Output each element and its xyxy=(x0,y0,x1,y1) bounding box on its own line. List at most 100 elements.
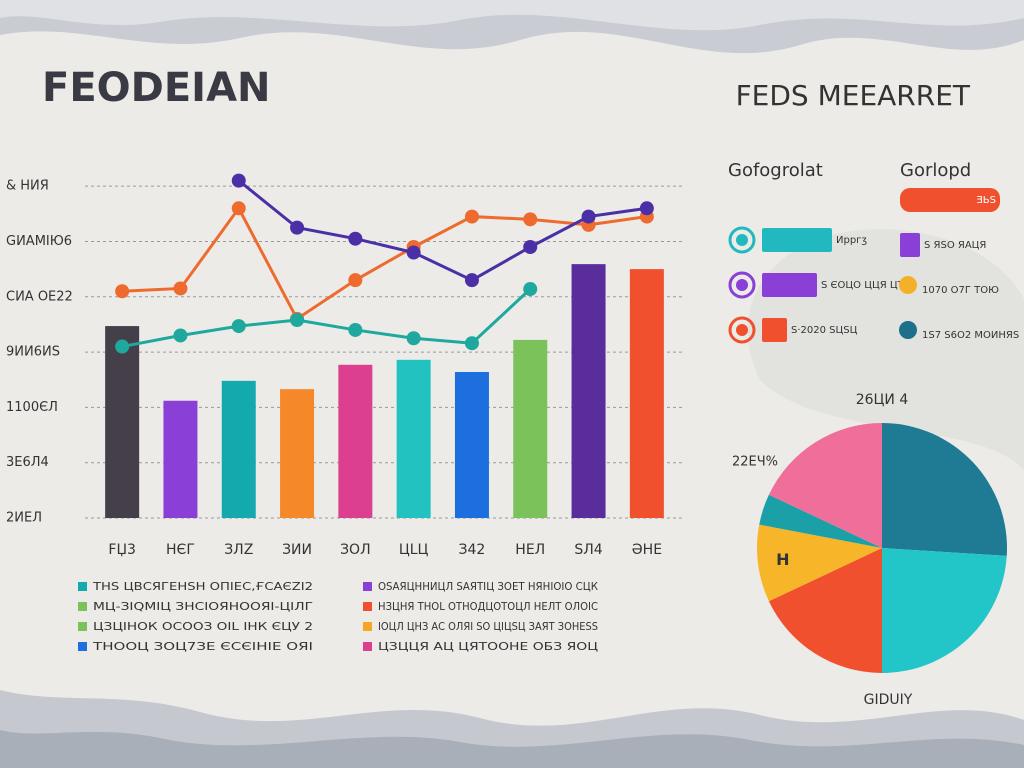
legend-swatch xyxy=(363,622,372,631)
legend-swatch xyxy=(78,602,87,611)
bar xyxy=(338,364,373,518)
line-point xyxy=(581,209,596,224)
item-label: ƎЬЅ xyxy=(976,195,996,206)
x-tick-label: ЅЛ4 xyxy=(574,542,602,558)
pie-slice xyxy=(759,494,882,548)
bar xyxy=(629,269,664,518)
item-bar xyxy=(900,233,920,257)
group-title: Gofogrolat xyxy=(728,160,823,181)
x-tick-label: HЄГ xyxy=(166,542,195,558)
legend-label: ЦЗЦІНОК ОСООЗ ОІL ІНК ЄЦУ 2 xyxy=(93,620,313,633)
item-label: 1070 О7Г ТОЮ xyxy=(922,285,999,296)
line xyxy=(121,287,532,349)
legend-swatch xyxy=(363,602,372,611)
slice-label: H xyxy=(776,550,789,569)
legend-swatch xyxy=(78,622,87,631)
bar xyxy=(105,326,140,518)
line-point xyxy=(464,209,479,224)
legend-label: ОЅАЯЦННИЦЛ ЅАЯТІЦ ЗОЕТ НЯНІОІО СЦК xyxy=(378,580,598,593)
bar xyxy=(571,264,606,518)
wave-bottom-dark xyxy=(0,730,1024,768)
pie-slice xyxy=(768,548,882,674)
line-point xyxy=(231,173,246,188)
pie-annotation: 22ЕЧ% xyxy=(732,455,778,470)
x-tick-label: ЗЛZ xyxy=(224,542,253,558)
line-point xyxy=(348,273,363,288)
pie-slice xyxy=(756,524,882,602)
item-icon-dot xyxy=(736,279,748,291)
bar xyxy=(280,389,315,518)
line-point xyxy=(231,319,246,334)
line-point xyxy=(639,201,654,216)
group-title: Gorlopd xyxy=(900,160,971,181)
y-tick-label: 2ИЕЛ xyxy=(6,511,42,526)
y-tick-label: 1100ЄЛ xyxy=(6,400,58,415)
pie-slice xyxy=(882,548,1007,674)
line-point xyxy=(290,220,305,235)
item-icon xyxy=(728,271,756,299)
item-label: 1Ѕ7 Ѕ6О2 МОИНЯЅ xyxy=(922,330,1019,341)
x-tick-label: ЦLЦ xyxy=(399,542,429,558)
y-tick-label: & HИЯ xyxy=(6,179,49,194)
item-bar xyxy=(762,318,787,342)
line-point xyxy=(173,328,188,343)
line-point xyxy=(173,281,188,296)
line-point xyxy=(523,239,538,254)
line-point xyxy=(523,282,538,297)
legend-label: НЗЦНЯ ТНОL ОТНОДЦОТОЦЛ НЕЛТ ОЛОІС xyxy=(378,600,598,613)
line xyxy=(237,179,648,282)
y-tick-label: CИA ОЕ22 xyxy=(6,289,73,304)
legend-swatch xyxy=(78,642,87,651)
x-tick-label: З42 xyxy=(459,542,486,558)
item-label: Ѕ·2020 ЅЦЅЦ xyxy=(791,325,858,336)
line xyxy=(122,205,648,322)
line-point xyxy=(406,331,421,346)
legend-label: МЦ-ЗІQМІЦ ЗНСІОЯНООЯІ-ЦІЛГ xyxy=(93,600,313,613)
item-bar xyxy=(900,188,1000,212)
chart-title: FEODEIAN xyxy=(42,65,271,111)
item-icon-dot xyxy=(736,234,748,246)
bar xyxy=(221,380,256,518)
line-point xyxy=(348,231,363,246)
legend-label: ТНООЦ ЗОЦ7ЗЕ ЄСЄІНІЕ ОЯІ xyxy=(92,640,313,653)
line-point xyxy=(115,284,130,299)
line-point xyxy=(523,212,538,227)
item-icon xyxy=(728,226,756,254)
item-label: Ѕ ЯЅО ЯАЦЯ xyxy=(924,240,986,251)
pie-slice xyxy=(882,423,1008,556)
line-point xyxy=(231,201,246,216)
legend-label: ТНЅ ЦВСЯГЕНЅН ОПІЕС,ҒСАЄZІ2 xyxy=(92,580,313,593)
x-tick-label: FЏ3 xyxy=(108,542,136,558)
bar xyxy=(513,339,548,518)
item-label: Ѕ ЄОЦО ЦЦЯ ЦТ xyxy=(821,280,905,291)
wave-top-light xyxy=(0,0,1024,31)
item-icon xyxy=(728,316,756,344)
bar xyxy=(163,400,198,518)
line-point xyxy=(464,273,479,288)
legend-swatch xyxy=(78,582,87,591)
item-bar xyxy=(762,273,817,297)
x-tick-label: ӘHЕ xyxy=(632,542,662,558)
line-point xyxy=(464,336,479,351)
item-bar xyxy=(762,228,832,252)
line-point xyxy=(290,312,305,327)
y-tick-label: 3Е6Л4 xyxy=(6,455,49,470)
item-label: Ирргӡ xyxy=(836,235,867,246)
pie-slice xyxy=(768,423,882,548)
line-point xyxy=(406,245,421,260)
line-point xyxy=(348,322,363,337)
legend-label: ЦЗЦЦЯ АЦ ЦЯТООНЕ ОБЗ ЯОЦ xyxy=(378,640,599,653)
legend-swatch xyxy=(363,642,372,651)
x-tick-label: HЕЛ xyxy=(515,542,545,558)
bar xyxy=(396,359,431,518)
bar xyxy=(454,371,489,518)
pie-title: 26ЦИ 4 xyxy=(856,392,909,408)
pie-caption: GIDUIY xyxy=(864,692,913,708)
x-tick-label: ЗОЛ xyxy=(340,542,371,558)
legend-swatch xyxy=(363,582,372,591)
panel-title: FEDS MEEARRET xyxy=(736,79,971,112)
item-dot xyxy=(899,321,917,339)
item-icon-dot xyxy=(736,324,748,336)
